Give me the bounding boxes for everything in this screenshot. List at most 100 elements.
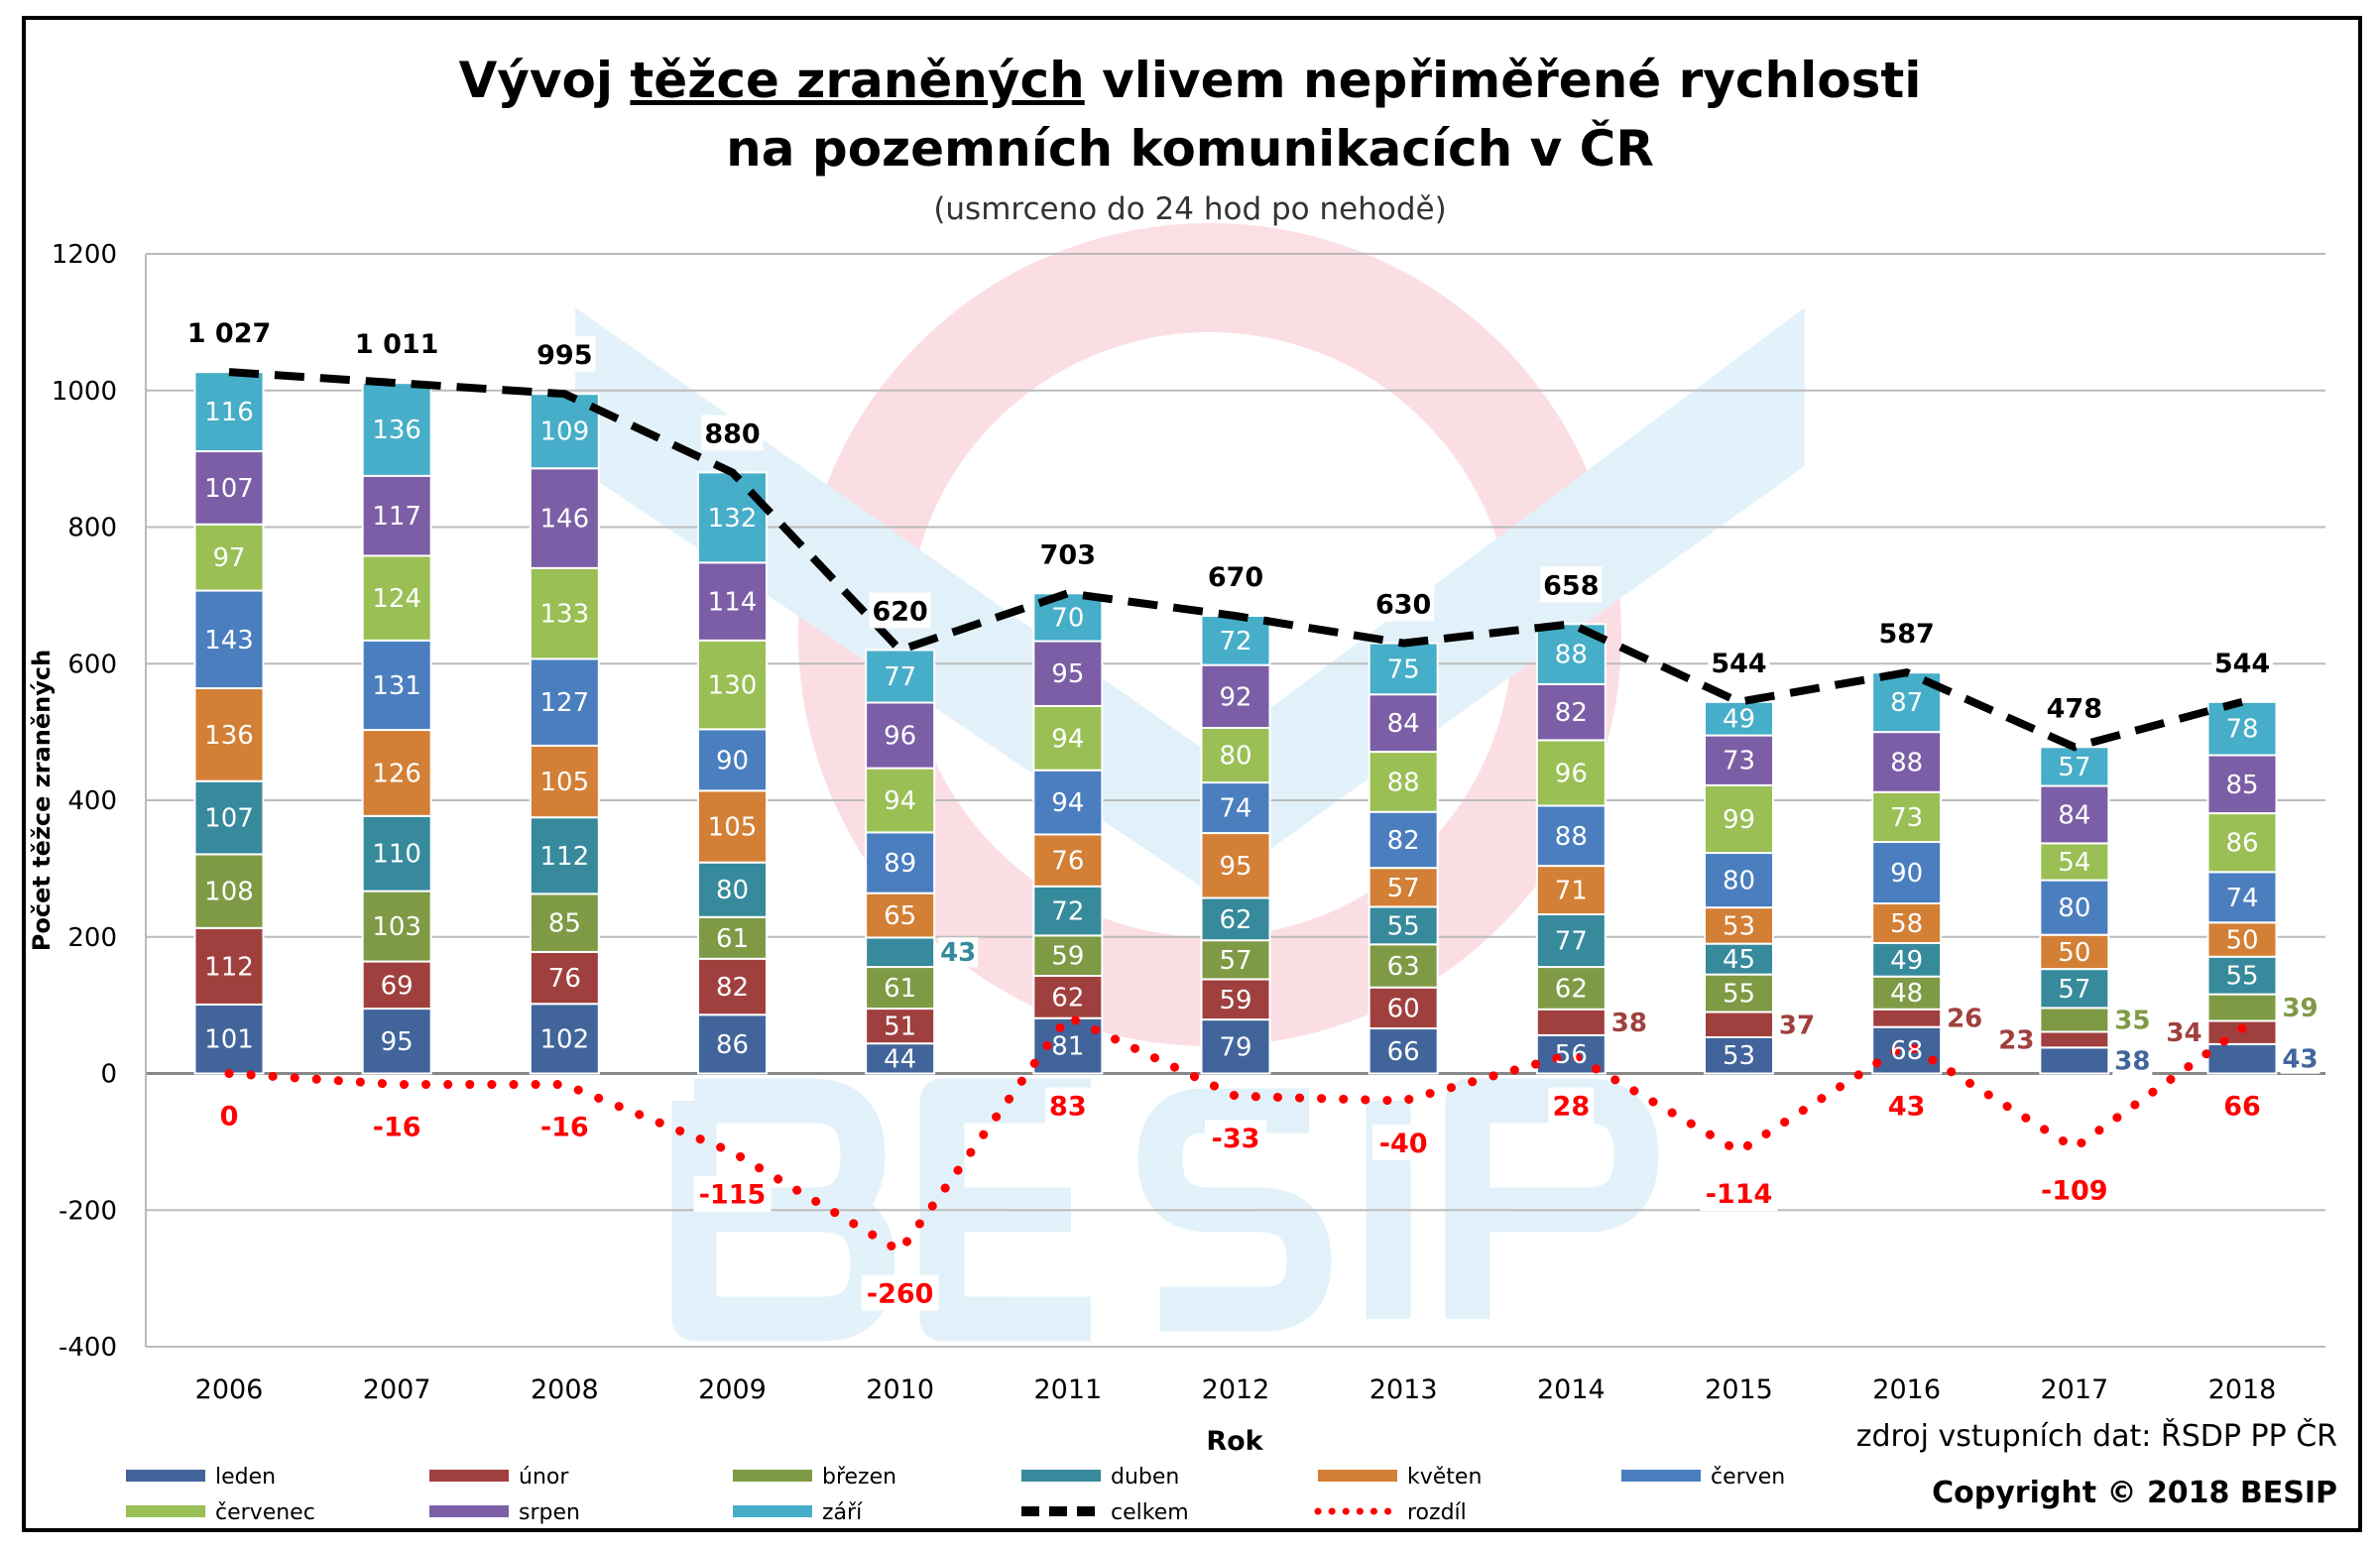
rozdil-label: 28 xyxy=(1553,1092,1591,1123)
bar-segment-květen xyxy=(1032,833,1104,888)
line-rozdíl xyxy=(224,1011,2247,1257)
segment-label: 59 xyxy=(1219,986,1251,1015)
bar-segment-srpen xyxy=(865,701,936,770)
copyright-note: Copyright © 2018 BESIP xyxy=(1932,1476,2337,1510)
data-label-bg xyxy=(350,325,444,362)
bar-segment-srpen xyxy=(1704,734,1774,786)
segment-label: 92 xyxy=(1219,682,1251,712)
segment-label: 45 xyxy=(1723,945,1755,975)
rozdil-label: -260 xyxy=(867,1279,934,1310)
segment-label: 112 xyxy=(204,952,254,982)
celkem-label: 1 027 xyxy=(187,318,272,349)
legend-label: duben xyxy=(1111,1465,1179,1490)
bar-segment-únor xyxy=(529,950,600,1006)
bar-segment-březen xyxy=(529,893,600,953)
data-label-bg xyxy=(2043,689,2105,726)
segment-label: 80 xyxy=(2058,894,2090,923)
segment-label: 124 xyxy=(372,584,421,614)
bar-segment-květen xyxy=(2206,921,2278,958)
segment-label: 55 xyxy=(2225,962,2258,992)
source-note: zdroj vstupních dat: ŘSDP PP ČR xyxy=(1856,1417,2337,1454)
data-label-bg xyxy=(1205,558,1266,595)
y-tick-label: 200 xyxy=(67,923,117,953)
bar-segment-duben xyxy=(865,936,936,969)
segment-label: 95 xyxy=(381,1027,414,1057)
segment-label: 132 xyxy=(708,504,758,534)
legend-swatch-leden xyxy=(126,1470,205,1482)
segment-label: 136 xyxy=(372,416,421,445)
segment-label-bg xyxy=(1608,1007,1649,1037)
segment-label: 110 xyxy=(372,840,421,870)
rozdil-label: 43 xyxy=(1888,1092,1926,1123)
y-tick-label: 400 xyxy=(67,786,117,816)
segment-label: 50 xyxy=(2058,938,2090,968)
segment-label: 68 xyxy=(1890,1036,1923,1066)
segment-label: 43 xyxy=(2282,1045,2318,1075)
celkem-label: 880 xyxy=(704,418,760,449)
bar-segment-duben xyxy=(1535,913,1606,969)
bar-segment-červenec xyxy=(361,554,432,642)
legend-swatch-září xyxy=(733,1505,812,1517)
legend-label: leden xyxy=(215,1465,276,1490)
bar-segment-únor xyxy=(1368,986,1439,1030)
segment-label: 71 xyxy=(1555,877,1588,906)
segment-label: 53 xyxy=(1723,1041,1755,1071)
rozdil-label: -16 xyxy=(540,1113,589,1143)
legend-swatch-květen xyxy=(1318,1470,1397,1482)
segment-label: 86 xyxy=(716,1030,749,1060)
segment-label: 76 xyxy=(548,964,581,994)
bar-segment-únor xyxy=(1200,978,1271,1021)
y-tick-label: 1000 xyxy=(52,377,117,407)
segment-label: 88 xyxy=(1387,768,1420,797)
data-label-bg xyxy=(534,1108,596,1144)
segment-label: 108 xyxy=(204,878,254,907)
segment-label: 69 xyxy=(381,971,414,1001)
segment-label: 109 xyxy=(540,417,590,447)
segment-label: 56 xyxy=(1555,1040,1588,1070)
segment-label: 60 xyxy=(1387,994,1420,1023)
segment-label: 55 xyxy=(1387,911,1420,941)
segment-label: 130 xyxy=(708,671,758,701)
segment-label: 23 xyxy=(1998,1025,2034,1055)
data-label-bg xyxy=(182,314,276,351)
segment-label: 62 xyxy=(1555,974,1588,1004)
rozdil-label: 0 xyxy=(220,1102,239,1133)
chart-title-line1: Vývoj těžce zraněných vlivem nepřiměřené… xyxy=(459,52,1922,109)
segment-label: 49 xyxy=(1723,705,1755,735)
segment-label: 74 xyxy=(1219,794,1251,824)
bar-segment-červen xyxy=(2206,871,2278,924)
bar-segment-únor xyxy=(697,957,768,1016)
bar-segment-srpen xyxy=(193,450,265,526)
segment-label: 66 xyxy=(1387,1037,1420,1067)
segment-label: 88 xyxy=(1555,641,1588,670)
bar-segment-únor xyxy=(361,960,432,1011)
bar-segment-květen xyxy=(1200,832,1271,899)
segment-label: 62 xyxy=(1051,983,1084,1013)
celkem-label: 703 xyxy=(1040,539,1096,570)
bar-segment-leden xyxy=(1704,1035,1774,1075)
bar-segment-srpen xyxy=(1368,693,1439,754)
bar-segment-září xyxy=(1704,700,1774,737)
data-label-bg xyxy=(1372,1125,1435,1161)
segment-label: 48 xyxy=(1890,979,1923,1009)
legend-swatch-duben xyxy=(1021,1470,1101,1482)
celkem-label: 620 xyxy=(872,596,927,627)
bar-segment-červen xyxy=(193,589,265,690)
segment-label: 37 xyxy=(1779,1011,1815,1040)
legend-label: červen xyxy=(1711,1465,1785,1490)
segment-label: 70 xyxy=(1051,603,1084,633)
segment-label: 61 xyxy=(716,924,749,954)
segment-label: 77 xyxy=(1555,927,1588,957)
segment-label: 57 xyxy=(1387,874,1420,903)
segment-label: 131 xyxy=(372,671,421,701)
data-label-bg xyxy=(861,1274,939,1311)
segment-label: 89 xyxy=(884,849,916,879)
celkem-label: 544 xyxy=(1711,649,1766,679)
legend-label: rozdíl xyxy=(1407,1500,1467,1525)
segment-label: 76 xyxy=(1051,847,1084,877)
bar-segment-červenec xyxy=(1200,726,1271,784)
segment-label: 87 xyxy=(1890,688,1923,718)
segment-label: 82 xyxy=(1387,826,1420,856)
data-label-bg xyxy=(1883,1087,1930,1124)
